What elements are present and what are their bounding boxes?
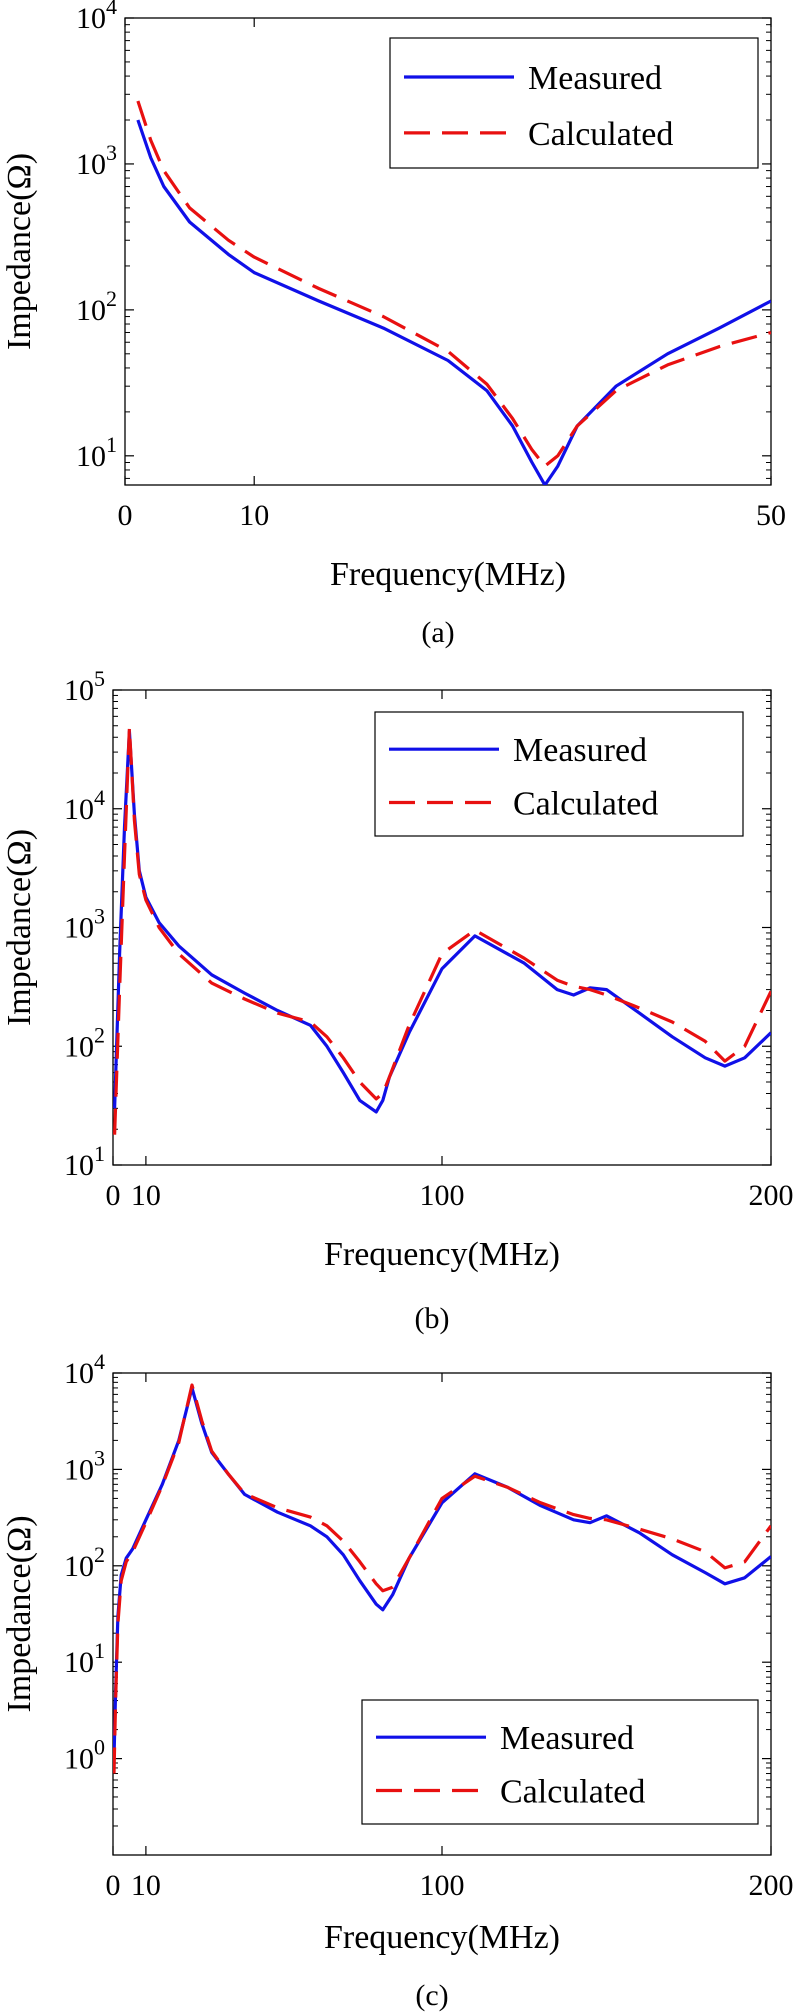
panel-c-x-tick-label: 0 [106,1869,121,1902]
panel-a-legend-label-measured: Measured [528,60,662,97]
panel-b-y-tick-label: 101 [64,1141,105,1182]
panel-c-y-tick-label: 103 [64,1445,105,1486]
panel-a-y-tick-label: 101 [76,432,117,473]
panel-c-legend-label-measured: Measured [500,1720,634,1757]
panel-b-x-tick-label: 200 [749,1179,794,1212]
panel-b-y-tick-label: 103 [64,904,105,945]
panel-c-y-tick-label: 102 [64,1542,105,1583]
panel-b-y-tick-label: 105 [64,666,105,707]
panel-a-x-axis-label: Frequency(MHz) [330,556,566,593]
panel-c-legend-label-calculated: Calculated [500,1774,645,1811]
panel-b-caption: (b) [415,1302,450,1335]
panel-c-x-tick-label: 10 [131,1869,161,1902]
panel-c-x-tick-label: 100 [420,1869,465,1902]
panel-b-series-calculated-line [113,726,771,1135]
panel-a-x-tick-label: 10 [239,499,269,532]
panel-b-x-tick-label: 10 [131,1179,161,1212]
panel-c-x-tick-label: 200 [749,1869,794,1902]
panel-b-x-axis-label: Frequency(MHz) [324,1236,560,1273]
panel-c-caption: (c) [415,1979,448,2012]
panel-b-legend-box [374,711,744,837]
panel-c-legend-box [361,1699,759,1825]
panel-a-axes-box [124,17,772,486]
panel-c-series-calculated-line [113,1383,771,1774]
panel-a-y-tick-label: 104 [76,0,117,35]
panel-c-y-tick-label: 100 [64,1735,105,1776]
panel-a-y-axis-label: Impedance(Ω) [1,153,38,350]
panel-a-y-tick-label: 103 [76,140,117,181]
panel-c-y-axis-label: Impedance(Ω) [1,1515,38,1712]
panel-a-series-calculated-line [136,100,771,468]
panel-a-legend-label-calculated: Calculated [528,116,673,153]
panel-a-series-measured-line [136,119,771,485]
panel-a-y-tick-label: 102 [76,286,117,327]
panel-b-legend-label-measured: Measured [513,732,647,769]
panel-c-y-tick-label: 101 [64,1638,105,1679]
panel-b-x-tick-label: 100 [420,1179,465,1212]
panel-b-y-axis-label: Impedance(Ω) [1,829,38,1026]
panel-a-legend-box [389,37,759,169]
panel-c-y-tick-label: 104 [64,1349,105,1390]
panel-c-x-axis-label: Frequency(MHz) [324,1919,560,1956]
panel-a-x-tick-label: 0 [118,499,133,532]
panel-a-caption: (a) [421,616,454,649]
panel-b-y-tick-label: 104 [64,785,105,826]
panel-b-y-tick-label: 102 [64,1022,105,1063]
panel-a-x-tick-label: 50 [756,499,786,532]
panel-b-x-tick-label: 0 [106,1179,121,1212]
panel-b-legend-label-calculated: Calculated [513,786,658,823]
